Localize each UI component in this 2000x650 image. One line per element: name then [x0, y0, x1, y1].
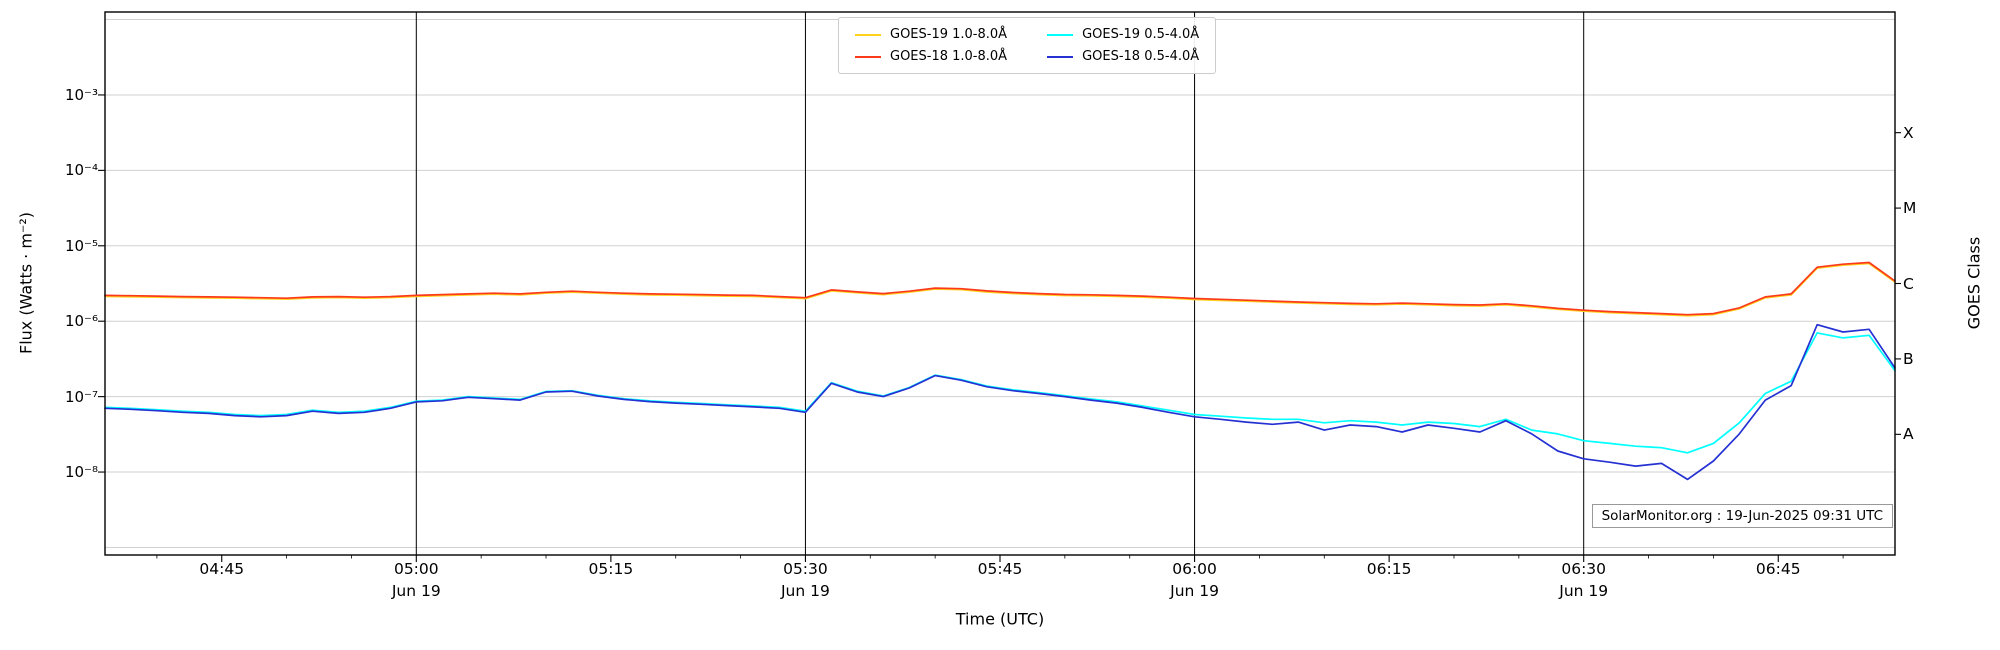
x-tick-label: 05:45 — [977, 560, 1023, 578]
legend-swatch-goes19-short — [1047, 33, 1074, 36]
y-tick-label: 10⁻⁶ — [64, 312, 98, 331]
x-tick-label: 05:00 — [393, 560, 439, 578]
x-day-label: Jun 19 — [391, 582, 441, 600]
y-tick-label: 10⁻³ — [64, 85, 98, 104]
y-tick-label: 10⁻⁴ — [64, 161, 98, 180]
x-day-label: Jun 19 — [1559, 582, 1609, 600]
x-tick-label: 06:45 — [1755, 560, 1801, 578]
y-tick-label: 10⁻⁵ — [64, 236, 98, 255]
legend-swatch-goes18-short — [1047, 55, 1074, 58]
x-tick-label: 05:15 — [588, 560, 634, 578]
goes-class-label: C — [1903, 274, 1914, 293]
x-tick-label: 06:00 — [1172, 560, 1217, 578]
x-tick-label: 06:30 — [1561, 560, 1607, 578]
x-tick-label: 06:15 — [1366, 560, 1412, 578]
legend-item-goes19-long: GOES-19 1.0-8.0Å — [855, 27, 1007, 42]
legend-item-goes18-short: GOES-18 0.5-4.0Å — [1047, 49, 1199, 64]
x-tick-label: 05:30 — [783, 560, 828, 578]
plot-border — [104, 11, 1896, 556]
legend-label-goes19-long: GOES-19 1.0-8.0Å — [890, 27, 1008, 42]
legend-label-goes18-long: GOES-18 1.0-8.0Å — [890, 49, 1008, 64]
legend-swatch-goes19-long — [855, 33, 881, 36]
series-line-goes-19-0-5-4-0- — [104, 332, 1896, 454]
legend-label-goes18-short: GOES-18 0.5-4.0Å — [1082, 49, 1200, 64]
series-line-goes-18-1-0-8-0- — [104, 261, 1896, 316]
x-tick-label: 04:45 — [199, 560, 245, 578]
goes-class-label: M — [1903, 199, 1917, 218]
y-tick-label: 10⁻⁸ — [64, 463, 98, 482]
x-day-label: Jun 19 — [780, 582, 830, 600]
series-line-goes-19-1-0-8-0- — [104, 262, 1896, 317]
goes-class-label: B — [1903, 349, 1914, 368]
x-day-label: Jun 19 — [1170, 582, 1219, 600]
legend-label-goes19-short: GOES-19 0.5-4.0Å — [1082, 27, 1200, 42]
goes-class-label: A — [1903, 425, 1914, 444]
legend: GOES-19 1.0-8.0Å GOES-18 1.0-8.0Å GOES-1… — [838, 17, 1217, 74]
legend-item-goes19-short: GOES-19 0.5-4.0Å — [1047, 27, 1199, 42]
y2-axis-label: GOES Class — [1964, 236, 1984, 330]
goes-class-label: X — [1903, 123, 1914, 142]
legend-item-goes18-long: GOES-18 1.0-8.0Å — [855, 49, 1007, 64]
watermark: SolarMonitor.org : 19-Jun-2025 09:31 UTC — [1591, 504, 1893, 528]
y-tick-label: 10⁻⁷ — [64, 387, 98, 406]
series-line-goes-18-0-5-4-0- — [104, 323, 1896, 481]
x-axis-label: Time (UTC) — [955, 609, 1045, 629]
y-axis-label: Flux (Watts · m⁻²) — [16, 211, 36, 355]
legend-swatch-goes18-long — [855, 55, 881, 58]
